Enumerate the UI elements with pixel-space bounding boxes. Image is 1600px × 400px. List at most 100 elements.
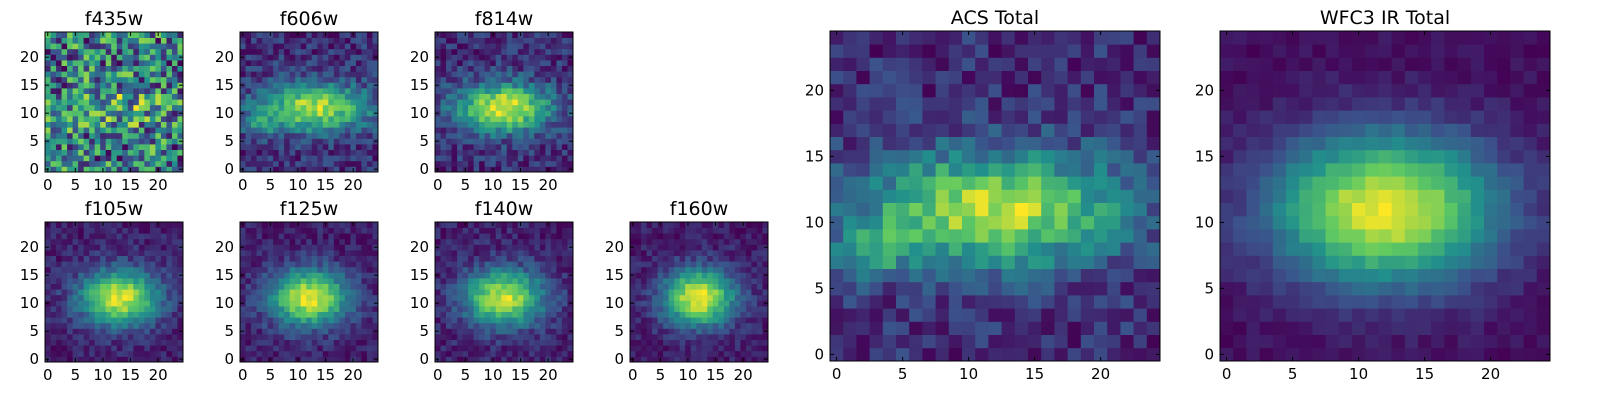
heatmap-cell bbox=[262, 110, 268, 117]
heatmap-cell bbox=[116, 283, 123, 290]
heatmap-cell bbox=[322, 37, 329, 44]
heatmap-cell bbox=[567, 334, 574, 340]
heatmap-cell bbox=[177, 132, 184, 139]
heatmap-cell bbox=[306, 116, 313, 122]
heatmap-cell bbox=[245, 65, 252, 72]
heatmap-cell bbox=[72, 43, 79, 50]
heatmap-cell bbox=[256, 311, 263, 318]
x-tick-label: 15 bbox=[316, 366, 335, 384]
heatmap-cell bbox=[528, 350, 535, 357]
heatmap-cell bbox=[171, 300, 178, 307]
heatmap-cell bbox=[712, 266, 719, 273]
heatmap-cell bbox=[534, 233, 541, 240]
heatmap-cell bbox=[317, 93, 324, 100]
heatmap-cell bbox=[646, 272, 653, 279]
heatmap-cell bbox=[674, 278, 681, 284]
heatmap-cell bbox=[355, 294, 362, 301]
heatmap-cell bbox=[306, 65, 313, 72]
heatmap-cell bbox=[843, 215, 857, 230]
heatmap-cell bbox=[561, 238, 568, 245]
heatmap-cell bbox=[45, 127, 51, 134]
heatmap-cell bbox=[646, 283, 653, 290]
heatmap-cell bbox=[339, 278, 346, 284]
heatmap-cell bbox=[495, 37, 502, 44]
heatmap-cell bbox=[718, 261, 725, 268]
heatmap-cell bbox=[89, 65, 96, 72]
heatmap-cell bbox=[94, 82, 101, 89]
heatmap-cell bbox=[473, 289, 480, 296]
heatmap-cell bbox=[550, 255, 557, 262]
heatmap-cell bbox=[278, 334, 285, 340]
heatmap-cell bbox=[1067, 229, 1082, 243]
heatmap-cell bbox=[641, 289, 647, 296]
heatmap-cell bbox=[267, 71, 274, 78]
heatmap-cell bbox=[350, 93, 357, 100]
heatmap-cell bbox=[446, 255, 452, 262]
heatmap-cell bbox=[528, 266, 535, 273]
heatmap-cell bbox=[138, 99, 145, 106]
heatmap-cell bbox=[245, 116, 252, 122]
heatmap-cell bbox=[339, 138, 346, 145]
heatmap-cell bbox=[361, 261, 368, 268]
heatmap-cell bbox=[245, 82, 252, 89]
heatmap-cell bbox=[262, 121, 268, 128]
heatmap-cell bbox=[843, 229, 857, 243]
heatmap-cell bbox=[641, 238, 647, 245]
heatmap-cell bbox=[116, 272, 123, 279]
heatmap-cell bbox=[484, 356, 491, 363]
heatmap-cell bbox=[361, 88, 368, 94]
heatmap-cell bbox=[311, 32, 318, 38]
heatmap-cell bbox=[361, 166, 368, 173]
heatmap-cell bbox=[105, 227, 112, 234]
heatmap-cell bbox=[528, 238, 535, 245]
heatmap-cell bbox=[484, 121, 491, 128]
heatmap-cell bbox=[556, 261, 563, 268]
heatmap-cell bbox=[539, 261, 546, 268]
heatmap-cell bbox=[144, 99, 151, 106]
heatmap-cell bbox=[45, 149, 51, 156]
heatmap-cell bbox=[295, 294, 302, 301]
heatmap-cell bbox=[561, 99, 568, 106]
x-tick-label: 0 bbox=[628, 366, 638, 384]
heatmap-cell bbox=[166, 132, 173, 139]
heatmap-cell bbox=[322, 261, 329, 268]
heatmap-cell bbox=[512, 334, 519, 340]
heatmap-cell bbox=[116, 116, 123, 122]
heatmap-cell bbox=[517, 345, 524, 352]
heatmap-cell bbox=[355, 306, 362, 312]
heatmap-cell bbox=[149, 244, 156, 251]
heatmap-cell bbox=[896, 176, 910, 190]
heatmap-cell bbox=[94, 116, 101, 122]
heatmap-cell bbox=[278, 227, 285, 234]
heatmap-cell bbox=[679, 334, 686, 340]
heatmap-cell bbox=[462, 149, 469, 156]
heatmap-cell bbox=[723, 317, 730, 324]
heatmap-cell bbox=[751, 244, 758, 251]
heatmap-cell bbox=[127, 48, 134, 55]
heatmap-cell bbox=[652, 272, 658, 279]
heatmap-cell bbox=[690, 339, 697, 346]
heatmap-cell bbox=[479, 345, 486, 352]
heatmap-cell bbox=[127, 93, 134, 100]
heatmap-cell bbox=[284, 328, 291, 335]
heatmap-cell bbox=[155, 149, 162, 156]
heatmap-cell bbox=[435, 127, 441, 134]
heatmap-cell bbox=[289, 37, 296, 44]
y-tick-label: 15 bbox=[410, 76, 429, 94]
heatmap-cell bbox=[534, 71, 541, 78]
heatmap-cell bbox=[56, 82, 62, 89]
heatmap-cell bbox=[550, 54, 557, 61]
heatmap-cell bbox=[155, 233, 162, 240]
heatmap-cell bbox=[635, 289, 642, 296]
heatmap-cell bbox=[679, 244, 686, 251]
heatmap-cell bbox=[322, 110, 329, 117]
heatmap-cell bbox=[94, 48, 101, 55]
heatmap-cell bbox=[45, 339, 51, 346]
heatmap-cell bbox=[251, 294, 257, 301]
heatmap-cell bbox=[1054, 202, 1068, 217]
heatmap-cell bbox=[506, 166, 513, 173]
heatmap-cell bbox=[550, 283, 557, 290]
heatmap-cell bbox=[322, 99, 329, 106]
heatmap-cell bbox=[171, 149, 178, 156]
heatmap-cell bbox=[284, 250, 291, 256]
